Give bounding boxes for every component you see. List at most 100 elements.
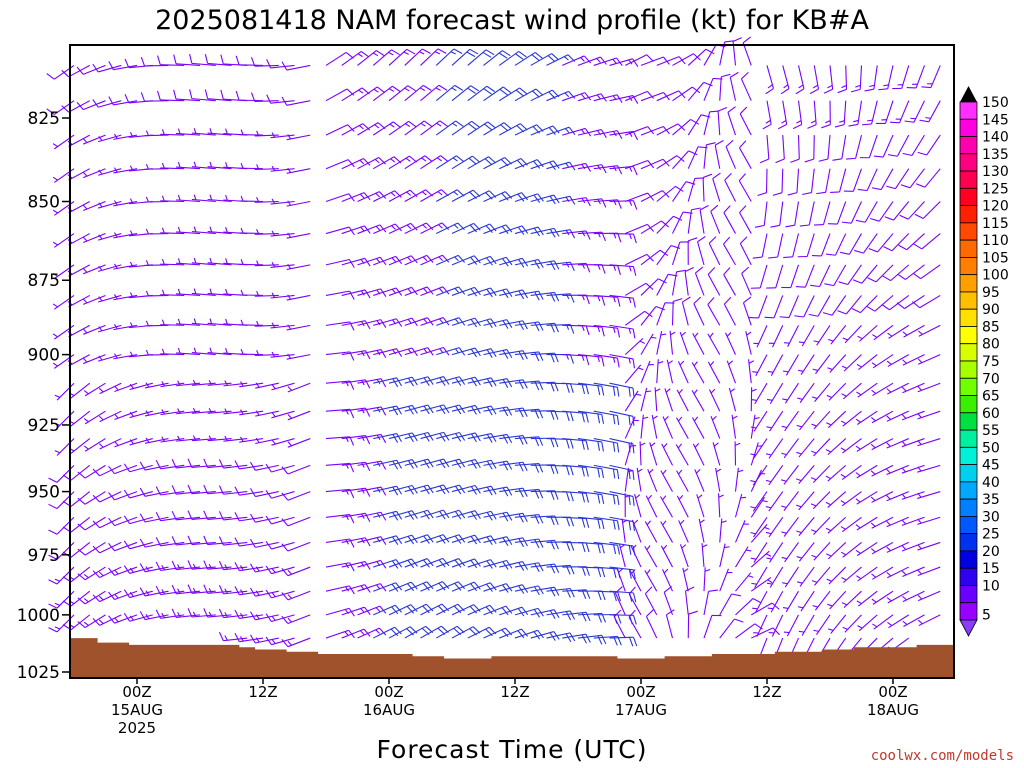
wind-barb — [782, 566, 799, 588]
wind-barb — [703, 110, 720, 136]
wind-barb — [144, 410, 169, 417]
wind-barb — [867, 264, 894, 283]
wind-barb — [404, 48, 431, 66]
chart-title: 2025081418 NAM forecast wind profile (kt… — [155, 5, 869, 36]
wind-barb — [171, 510, 201, 521]
wind-barb — [92, 614, 122, 626]
wind-barb — [123, 565, 153, 574]
wind-barb — [173, 54, 201, 66]
wind-barb — [735, 572, 754, 592]
wind-barb — [823, 65, 834, 94]
wind-barb — [514, 193, 544, 203]
wind-barb — [675, 443, 689, 466]
colorbar-label: 30 — [982, 509, 1000, 525]
wind-barb — [176, 194, 201, 203]
wind-barb — [886, 438, 909, 449]
wind-barb — [687, 81, 713, 102]
wind-barb — [562, 55, 592, 66]
wind-barb — [826, 542, 847, 560]
wind-barb — [373, 377, 403, 388]
wind-barb — [281, 590, 311, 601]
wind-barb — [357, 86, 386, 102]
wind-barb — [98, 382, 122, 395]
wind-barb — [287, 410, 311, 421]
wind-barb — [676, 495, 689, 518]
colorbar-swatch — [959, 498, 978, 517]
wind-barb — [160, 409, 185, 416]
wind-barb — [139, 563, 169, 573]
wind-barb — [870, 541, 894, 555]
wind-barb — [187, 608, 216, 618]
wind-barb — [747, 359, 754, 384]
wind-barb — [530, 260, 560, 271]
wind-barb — [281, 566, 311, 577]
wind-barb — [790, 135, 800, 163]
wind-barb — [775, 135, 785, 164]
x-tick-label: 15AUG — [111, 701, 163, 719]
wind-barb — [917, 382, 941, 393]
wind-barb — [530, 53, 560, 66]
wind-barb — [712, 442, 721, 466]
y-tick-label: 950 — [28, 483, 60, 503]
wind-barb — [436, 558, 466, 568]
wind-barb — [854, 233, 878, 254]
wind-barb — [906, 65, 926, 89]
wind-barb — [341, 192, 371, 203]
wind-barb — [341, 50, 370, 66]
colorbar-swatch — [959, 446, 978, 466]
colorbar-label: 20 — [982, 544, 1000, 560]
wind-barb — [609, 382, 635, 398]
wind-barb — [372, 85, 401, 102]
wind-barb — [792, 100, 803, 130]
wind-barb — [767, 590, 784, 613]
wind-barb — [451, 286, 481, 297]
wind-barb — [218, 560, 248, 571]
wind-barb — [577, 516, 605, 530]
wind-barb — [114, 410, 138, 421]
wind-barb — [451, 255, 481, 266]
wind-barb — [813, 325, 831, 346]
wind-barb — [811, 382, 831, 402]
wind-barb — [810, 464, 831, 483]
wind-barb — [113, 200, 138, 207]
wind-barb — [82, 354, 106, 365]
wind-barb — [677, 360, 689, 384]
colorbar-swatch — [959, 602, 978, 621]
wind-barb — [207, 161, 232, 170]
wind-barb — [144, 437, 169, 444]
wind-barb — [562, 491, 590, 503]
wind-barb — [707, 297, 721, 326]
wind-barb — [76, 100, 106, 111]
wind-barb — [708, 236, 721, 266]
wind-barb — [218, 459, 248, 469]
wind-barb — [255, 437, 279, 445]
wind-barb — [98, 200, 122, 209]
wind-barb — [796, 491, 815, 511]
wind-barb — [768, 325, 784, 348]
wind-barb — [388, 484, 418, 495]
wind-barb — [160, 289, 185, 297]
wind-barb — [250, 563, 279, 573]
x-tick-label: 17AUG — [615, 701, 667, 719]
wind-barb — [499, 350, 528, 360]
wind-barb — [609, 200, 638, 210]
wind-barb — [341, 289, 371, 299]
wind-barb — [812, 590, 831, 611]
wind-barb — [855, 464, 878, 479]
wind-barb — [514, 88, 544, 102]
wind-barb — [719, 73, 731, 101]
wind-barb — [171, 608, 201, 618]
wind-barb — [420, 84, 448, 102]
wind-barb — [856, 382, 878, 398]
wind-barb — [634, 494, 642, 518]
wind-barb — [729, 71, 739, 101]
wind-barb — [640, 306, 665, 326]
wind-barb — [873, 134, 894, 158]
wind-barb — [499, 320, 528, 331]
wind-barb — [144, 290, 169, 297]
wind-barb — [530, 464, 559, 475]
wind-barb — [593, 516, 620, 531]
wind-barb — [640, 360, 654, 384]
wind-barb — [514, 629, 544, 640]
wind-barb — [902, 354, 925, 366]
